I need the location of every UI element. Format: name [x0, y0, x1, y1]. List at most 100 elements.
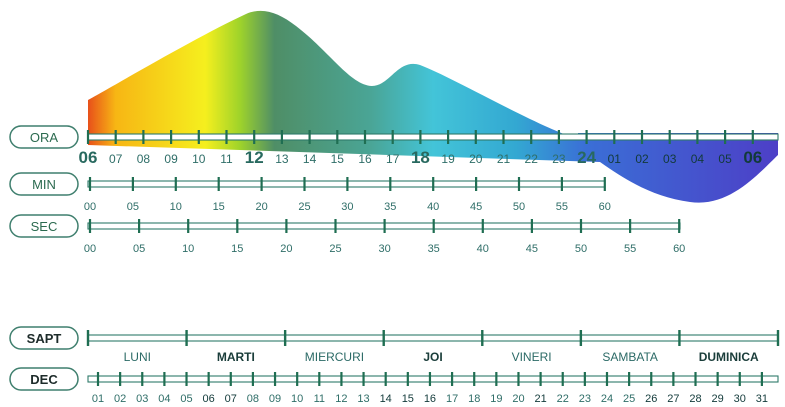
min-label-text: MIN [32, 177, 56, 192]
dec-tick-label: 03 [136, 393, 148, 405]
min-tick-label: 15 [213, 201, 225, 213]
sec-label-pill: SEC [9, 214, 79, 238]
dec-tick-label: 28 [689, 393, 701, 405]
ora-tick-label: 06 [79, 148, 98, 167]
dec-tick-label: 07 [225, 393, 237, 405]
sec-label-text: SEC [31, 219, 58, 234]
sec-tick-label: 00 [84, 243, 96, 255]
min-scale: MIN 00 05 10 15 20 25 30 35 40 45 50 55 60 [9, 172, 611, 213]
dec-tick-label: 14 [380, 393, 392, 405]
ora-tick-label: 20 [469, 152, 483, 166]
dec-tick-label: 05 [180, 393, 192, 405]
ora-tick-label: 01 [608, 152, 622, 166]
ora-tick-label: 15 [331, 152, 345, 166]
dec-tick-label: 02 [114, 393, 126, 405]
ora-tick-label: 19 [441, 152, 455, 166]
dec-tick-label: 26 [645, 393, 657, 405]
dec-label-pill: DEC [9, 367, 79, 391]
dec-tick-label: 24 [601, 393, 613, 405]
ora-tick-label: 06 [743, 148, 762, 167]
min-tick-label: 35 [384, 201, 396, 213]
dec-tick-label: 16 [424, 393, 436, 405]
dec-tick-label: 04 [158, 393, 170, 405]
ora-tick-label: 04 [691, 152, 705, 166]
sapt-label-pill: SAPT [9, 326, 79, 350]
sec-tick-label: 20 [280, 243, 292, 255]
ora-label-text: ORA [30, 130, 59, 145]
dec-bar [87, 375, 779, 383]
day-label: MIERCURI [305, 350, 364, 364]
dec-label-text: DEC [30, 372, 58, 387]
dec-tick-label: 29 [712, 393, 724, 405]
min-tick-label: 45 [470, 201, 482, 213]
sec-tick-label: 15 [231, 243, 243, 255]
day-label: DUMINICA [699, 350, 759, 364]
dec-tick-label: 08 [247, 393, 259, 405]
min-tick-label: 10 [170, 201, 182, 213]
ora-tick-label: 24 [577, 148, 596, 167]
min-tick-label: 50 [513, 201, 525, 213]
dec-tick-label: 01 [92, 393, 104, 405]
sec-scale: SEC 00 05 10 15 20 25 30 35 40 45 50 55 60 [9, 214, 685, 255]
day-label: JOI [423, 350, 442, 364]
dec-tick-label: 11 [314, 393, 325, 405]
sec-tick-label: 40 [477, 243, 489, 255]
min-label-pill: MIN [9, 172, 79, 196]
ora-tick-label: 03 [663, 152, 677, 166]
min-tick-label: 20 [255, 201, 267, 213]
dec-tick-label: 23 [579, 393, 591, 405]
min-tick-label: 30 [341, 201, 353, 213]
dec-tick-label: 17 [446, 393, 458, 405]
sec-tick-label: 55 [624, 243, 636, 255]
min-tick-label: 60 [599, 201, 611, 213]
dec-tick-label: 27 [667, 393, 679, 405]
sapt-bar [87, 334, 779, 342]
sapt-scale: SAPT LUNI MARTI MIERCURI JOI VINERI SAMBATA DUM… [9, 326, 780, 364]
dec-tick-label: 21 [534, 393, 546, 405]
ora-label-pill: ORA [9, 125, 79, 149]
dec-tick-label: 25 [623, 393, 635, 405]
min-tick-label: 55 [556, 201, 568, 213]
min-tick-label: 25 [298, 201, 310, 213]
dec-tick-label: 30 [734, 393, 746, 405]
ora-tick-label: 10 [192, 152, 206, 166]
dec-scale: DEC 01 02 03 04 05 06 07 08 09 10 11 12 13 14 15 16 17 18 1… [9, 367, 779, 405]
day-label: MARTI [217, 350, 255, 364]
ora-tick-label: 17 [386, 152, 400, 166]
ora-tick-label: 07 [109, 152, 123, 166]
ora-tick-label: 18 [411, 148, 430, 167]
ora-tick-label: 21 [497, 152, 511, 166]
dec-tick-label: 10 [291, 393, 303, 405]
ora-tick-label: 12 [245, 148, 264, 167]
day-label: SAMBATA [602, 350, 658, 364]
sec-tick-label: 45 [526, 243, 538, 255]
ora-tick-label: 05 [718, 152, 732, 166]
dec-tick-label: 19 [490, 393, 502, 405]
sec-tick-label: 50 [575, 243, 587, 255]
dec-tick-label: 20 [512, 393, 524, 405]
dec-tick-label: 13 [357, 393, 369, 405]
dec-tick-label: 09 [269, 393, 281, 405]
ora-tick-label: 14 [303, 152, 317, 166]
ora-tick-label: 09 [164, 152, 178, 166]
ora-tick-label: 16 [358, 152, 372, 166]
day-label: VINERI [512, 350, 552, 364]
sec-tick-label: 30 [378, 243, 390, 255]
dec-tick-label: 31 [756, 393, 768, 405]
ora-tick-label: 08 [137, 152, 151, 166]
sec-tick-label: 60 [673, 243, 685, 255]
ora-scale: ORA 06 07 08 09 10 11 12 13 14 15 16 17 18 19 20 21 22 23 2… [9, 125, 779, 167]
ora-tick-label: 11 [220, 152, 233, 166]
dec-tick-label: 18 [468, 393, 480, 405]
sec-tick-label: 25 [329, 243, 341, 255]
sec-tick-label: 05 [133, 243, 145, 255]
dec-tick-label: 06 [203, 393, 215, 405]
day-label: LUNI [124, 350, 151, 364]
ora-tick-label: 02 [635, 152, 649, 166]
sec-tick-label: 10 [182, 243, 194, 255]
min-tick-label: 00 [84, 201, 96, 213]
ora-bar [87, 133, 779, 141]
ora-tick-label: 23 [552, 152, 566, 166]
dec-tick-label: 22 [557, 393, 569, 405]
